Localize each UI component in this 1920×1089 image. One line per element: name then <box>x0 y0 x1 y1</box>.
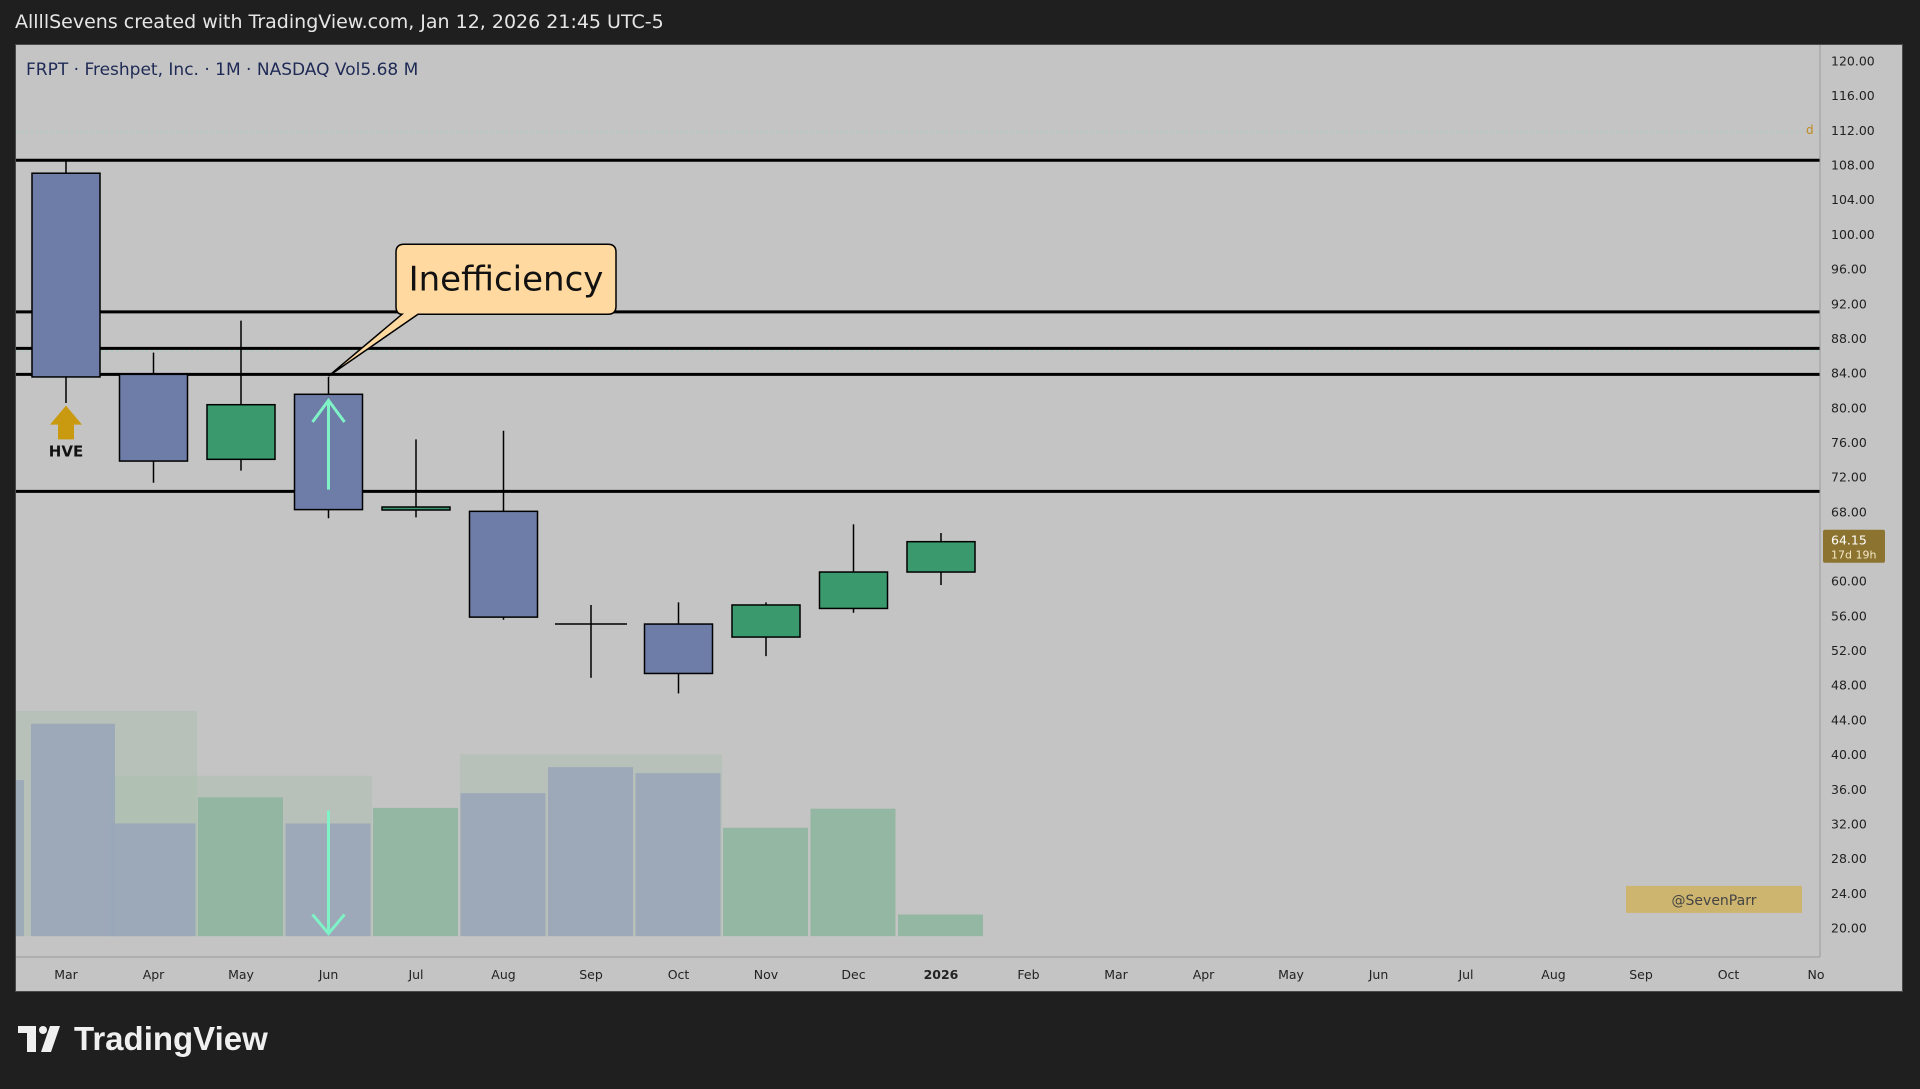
candle-countdown: 17d 19h <box>1831 549 1876 562</box>
time-axis-background <box>16 957 1902 991</box>
y-tick-label: 76.00 <box>1831 435 1867 450</box>
y-tick-label: 36.00 <box>1831 782 1867 797</box>
volume-label: Vol <box>330 60 361 80</box>
tradingview-logo[interactable]: TradingView <box>18 1020 268 1058</box>
volume-value: 5.68 M <box>360 60 418 80</box>
x-tick-label: Sep <box>579 967 603 982</box>
candle-body[interactable] <box>906 540 976 573</box>
x-tick-label: Sep <box>1629 967 1653 982</box>
y-tick-label: 96.00 <box>1831 262 1867 277</box>
hve-arrow-icon <box>50 405 82 440</box>
volume-bar[interactable] <box>460 793 546 937</box>
y-tick-label: 72.00 <box>1831 470 1867 485</box>
y-tick-label: 100.00 <box>1831 227 1875 242</box>
attribution-text: AllllSevens created with TradingView.com… <box>15 11 664 33</box>
y-tick-label: 28.00 <box>1831 851 1867 866</box>
x-tick-label: Aug <box>491 967 515 982</box>
y-tick-label: 44.00 <box>1831 712 1867 727</box>
candle-body[interactable] <box>206 403 276 461</box>
x-tick-label: May <box>228 967 254 982</box>
y-tick-label: 84.00 <box>1831 366 1867 381</box>
y-tick-label: 48.00 <box>1831 678 1867 693</box>
volume-bar[interactable] <box>110 823 196 937</box>
volume-bar[interactable] <box>198 797 283 937</box>
price-chart[interactable]: HVE Inefficiency FRPT · Freshpet, Inc. · 1… <box>16 45 1902 991</box>
y-tick-label: 104.00 <box>1831 192 1875 207</box>
x-tick-label: Mar <box>1104 967 1128 982</box>
bottom-bar <box>0 992 1920 1089</box>
x-tick-label: Oct <box>668 967 690 982</box>
x-tick-label: Aug <box>1541 967 1565 982</box>
x-tick-label: Oct <box>1718 967 1740 982</box>
x-tick-label: Apr <box>1193 967 1215 982</box>
tradingview-wordmark: TradingView <box>74 1020 268 1057</box>
y-tick-label: 56.00 <box>1831 608 1867 623</box>
watermark-badge <box>1626 885 1802 913</box>
y-tick-label: 88.00 <box>1831 331 1867 346</box>
y-tick-label: 80.00 <box>1831 400 1867 415</box>
price-scale-background <box>1820 45 1902 991</box>
y-tick-label: 68.00 <box>1831 504 1867 519</box>
watermark-text: @SevenParr <box>1672 893 1757 909</box>
x-tick-label: Jul <box>1457 967 1473 982</box>
y-tick-label: 20.00 <box>1831 921 1867 936</box>
candle-body[interactable] <box>31 172 101 378</box>
volume-bar[interactable] <box>898 914 983 937</box>
chart-frame[interactable]: HVE Inefficiency FRPT · Freshpet, Inc. · 1… <box>15 44 1903 992</box>
volume-bar[interactable] <box>31 723 115 937</box>
up-arrow-head-icon <box>311 397 346 423</box>
current-price-value: 64.15 <box>1831 533 1867 548</box>
y-tick-label: 24.00 <box>1831 886 1867 901</box>
volume-bar[interactable] <box>373 807 458 937</box>
candle-body[interactable] <box>818 571 889 610</box>
y-tick-label: 112.00 <box>1831 123 1875 138</box>
y-tick-label: 32.00 <box>1831 816 1867 831</box>
x-tick-label: Feb <box>1017 967 1039 982</box>
candle-body[interactable] <box>731 604 801 638</box>
y-tick-label: 116.00 <box>1831 88 1875 103</box>
tradingview-logo-icon <box>18 1026 60 1052</box>
volume-bar[interactable] <box>723 827 808 937</box>
candle-body[interactable] <box>118 373 189 462</box>
y-tick-label: 40.00 <box>1831 747 1867 762</box>
x-tick-label: Dec <box>841 967 865 982</box>
x-tick-label: Apr <box>143 967 165 982</box>
down-arrow-head-icon <box>311 913 346 936</box>
x-tick-label: Jun <box>318 967 339 982</box>
inefficiency-callout-text: Inefficiency <box>409 259 604 299</box>
chart-title: FRPT · Freshpet, Inc. · 1M · NASDAQ Vol5… <box>26 60 418 80</box>
volume-bar[interactable] <box>810 808 896 937</box>
volume-bar[interactable] <box>635 773 721 937</box>
y-tick-label: 108.00 <box>1831 158 1875 173</box>
x-tick-label: 2026 <box>924 967 959 982</box>
y-tick-label: 60.00 <box>1831 574 1867 589</box>
x-tick-label: May <box>1278 967 1304 982</box>
candle-body[interactable] <box>643 623 714 675</box>
x-tick-label: Nov <box>754 967 779 982</box>
hve-label: HVE <box>49 443 83 461</box>
y-tick-label: 52.00 <box>1831 643 1867 658</box>
volume-bar <box>16 780 24 937</box>
top-attribution-bar: AllllSevens created with TradingView.com… <box>0 0 1920 44</box>
volume-bar[interactable] <box>548 767 633 937</box>
candle-body[interactable] <box>468 510 539 618</box>
current-price-tag[interactable] <box>1823 529 1885 563</box>
alert-marker: d <box>1806 123 1814 137</box>
x-tick-label: Jul <box>407 967 423 982</box>
candle-body[interactable] <box>381 506 451 511</box>
x-tick-label: Mar <box>54 967 78 982</box>
y-tick-label: 92.00 <box>1831 296 1867 311</box>
y-tick-label: 120.00 <box>1831 54 1875 69</box>
x-tick-label: No <box>1808 967 1825 982</box>
inefficiency-callout[interactable] <box>328 243 617 377</box>
x-tick-label: Jun <box>1368 967 1389 982</box>
